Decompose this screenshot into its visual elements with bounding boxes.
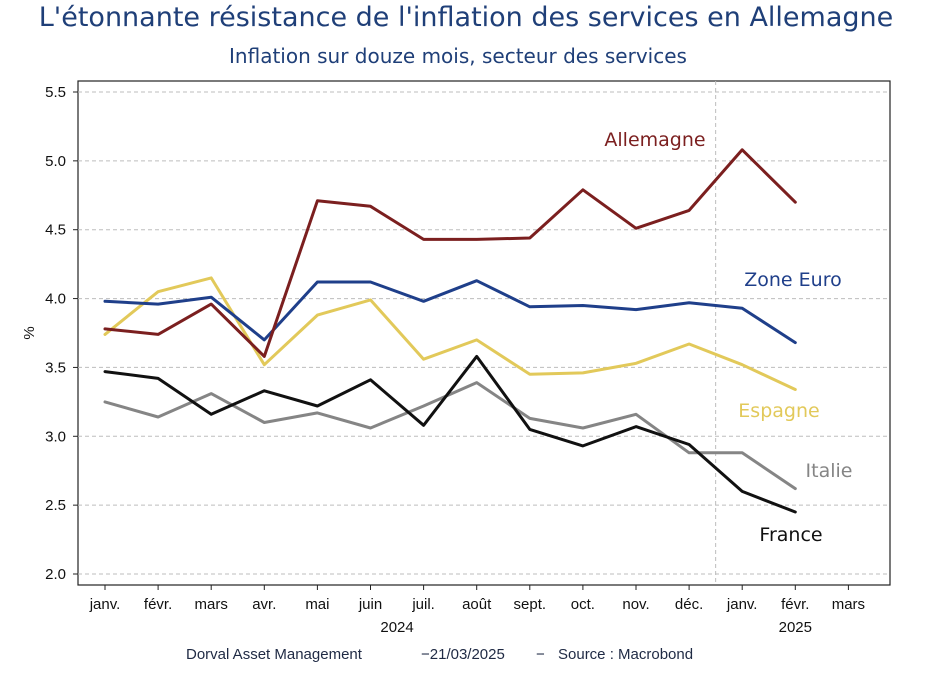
x-tick-label: nov.: [622, 596, 649, 613]
series-label-allemagne: Allemagne: [604, 129, 705, 151]
y-tick-label: 2.5: [45, 497, 66, 514]
y-tick-label: 3.5: [45, 359, 66, 376]
series-label-zone-euro: Zone Euro: [744, 269, 841, 291]
series-label-france: France: [759, 524, 822, 546]
footer-date: −21/03/2025: [421, 646, 505, 663]
footer-source: Source : Macrobond: [558, 646, 694, 663]
series-labels: Allemagne Zone Euro Espagne Italie France: [604, 129, 852, 546]
x-year-label: 2025: [779, 619, 812, 636]
x-tick-label: janv.: [726, 596, 758, 613]
y-tick-label: 5.5: [45, 84, 66, 101]
y-tick-label: 3.0: [45, 428, 66, 445]
y-tick-label: 5.0: [45, 153, 66, 170]
gridlines: [78, 81, 890, 585]
footer-author: Dorval Asset Management: [186, 646, 362, 663]
footer-separator: −: [536, 646, 545, 663]
line-chart: 2.0 2.5 3.0 3.5 4.0 4.5 5.0 5.5 janv. févr. mars a…: [21, 80, 891, 636]
x-tick-label: déc.: [675, 596, 703, 613]
series-line-france: [103, 354, 797, 514]
series-line-allemagne: [103, 148, 797, 358]
y-tick-label: 4.0: [45, 291, 66, 308]
x-tick-label: avr.: [252, 596, 276, 613]
x-axis: janv. févr. mars avr. mai juin juil. août sept. o…: [89, 585, 865, 636]
x-tick-label: févr.: [144, 596, 172, 613]
x-tick-label: mars: [195, 596, 228, 613]
x-year-label: 2024: [380, 619, 413, 636]
series-line-zone-euro: [103, 279, 797, 345]
series-line-espagne: [103, 276, 797, 391]
plot-area: [77, 80, 891, 586]
x-tick-label: juin: [358, 596, 382, 613]
y-tick-label: 4.5: [45, 222, 66, 239]
y-tick-label: 2.0: [45, 566, 66, 583]
x-tick-label: janv.: [89, 596, 121, 613]
x-tick-label: août: [462, 596, 492, 613]
x-tick-label: juil.: [411, 596, 435, 613]
chart-subtitle: Inflation sur douze mois, secteur des se…: [229, 44, 687, 68]
x-tick-label: mars: [832, 596, 865, 613]
y-axis-label: %: [21, 326, 38, 339]
x-tick-label: oct.: [571, 596, 595, 613]
series-lines: [103, 148, 797, 514]
x-tick-label: févr.: [781, 596, 809, 613]
series-label-espagne: Espagne: [738, 400, 819, 422]
series-line-italie: [103, 381, 797, 491]
x-tick-label: sept.: [514, 596, 547, 613]
series-label-italie: Italie: [806, 460, 853, 482]
chart-title: L'étonnante résistance de l'inflation de…: [38, 2, 894, 33]
y-axis: 2.0 2.5 3.0 3.5 4.0 4.5 5.0 5.5: [45, 84, 78, 583]
x-tick-label: mai: [305, 596, 329, 613]
